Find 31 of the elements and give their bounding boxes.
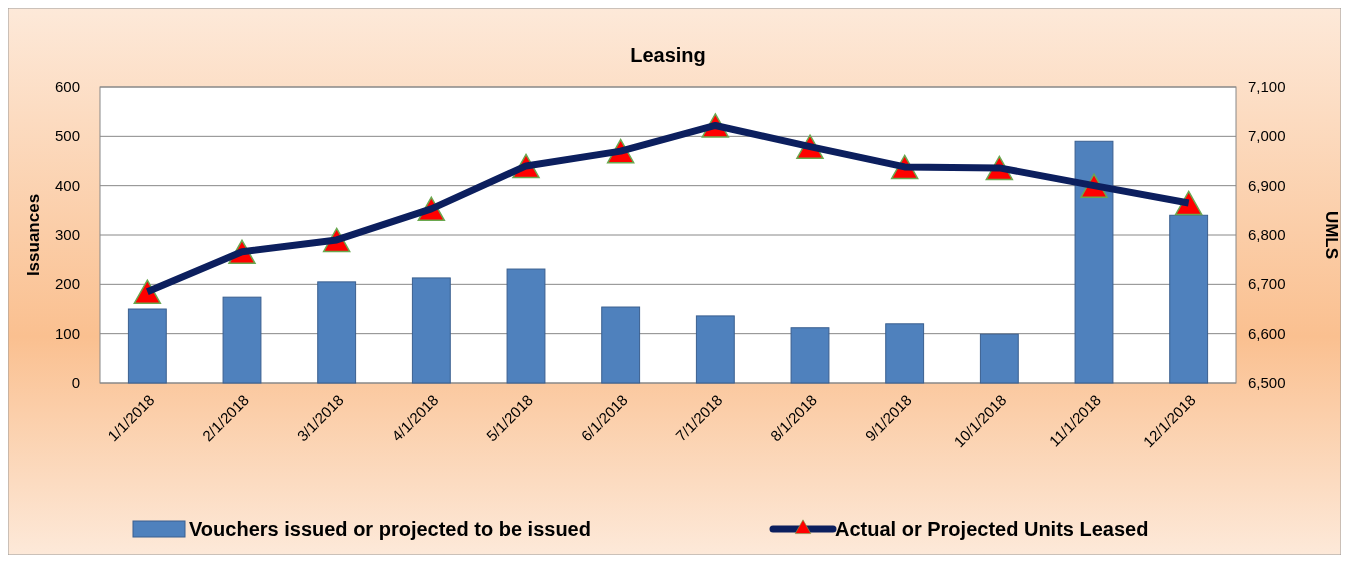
y-tick-label: 400: [54, 176, 80, 194]
y2-tick-label: 6,500: [1248, 374, 1286, 391]
legend-label: Actual or Projected Units Leased: [835, 518, 1149, 540]
y2-tick-label: 7,100: [1248, 78, 1286, 95]
bar: [127, 308, 167, 384]
bar: [317, 281, 357, 384]
bar: [979, 333, 1019, 384]
bar: [885, 323, 925, 384]
bar: [695, 315, 735, 384]
y2-tick-label: 7,000: [1248, 127, 1286, 145]
bar: [790, 327, 830, 384]
y2-tick-label: 6,700: [1248, 275, 1286, 293]
y-tick-label: 100: [54, 324, 80, 342]
y2-tick-label: 6,600: [1248, 324, 1286, 342]
bar: [1169, 214, 1209, 384]
y-tick-label: 200: [54, 275, 80, 293]
y-axis-title: Issuances: [24, 193, 43, 277]
chart-title: Leasing: [630, 44, 706, 66]
y-tick-label: 300: [54, 226, 80, 243]
y2-tick-label: 6,900: [1248, 176, 1286, 194]
y-tick-label: 0: [71, 374, 80, 391]
legend-label: Vouchers issued or projected to be issued: [189, 518, 591, 540]
bar: [1074, 140, 1114, 384]
bar: [506, 268, 546, 384]
bar: [601, 306, 641, 384]
bar: [411, 277, 451, 384]
y-tick-label: 600: [54, 78, 80, 95]
y2-axis-title: UMLS: [1322, 210, 1341, 260]
y-tick-label: 500: [54, 127, 80, 145]
y2-tick-label: 6,800: [1248, 226, 1286, 243]
bar: [222, 296, 262, 384]
